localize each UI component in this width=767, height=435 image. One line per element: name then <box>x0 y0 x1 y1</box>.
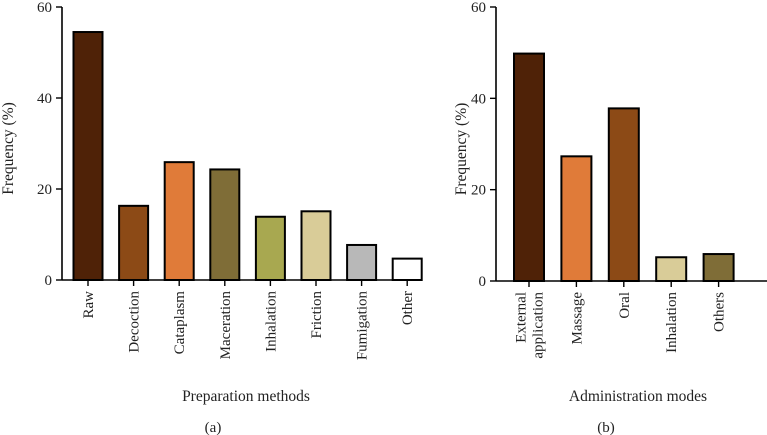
chart-panel-a: 0 20 40 60 Raw Decoction Cataplasm Maceration In… <box>0 0 423 435</box>
x-tick-label: Massage <box>569 292 585 345</box>
bar-cataplasm <box>163 161 195 281</box>
y-tick-label: 20 <box>37 182 52 198</box>
y-tick-label: 0 <box>45 273 53 289</box>
x-tick-label: Fumigation <box>355 291 371 361</box>
y-tick-label: 40 <box>37 91 52 107</box>
x-tick-label: Decoction <box>127 291 143 353</box>
x-tick-label: Others <box>712 292 728 332</box>
bar-massage <box>560 155 593 282</box>
x-tick-label: Inhalation <box>664 292 680 353</box>
x-tick-label-line: Cataplasm <box>172 291 188 355</box>
bar-inhalation <box>655 256 688 282</box>
bar-inhalation <box>254 215 286 282</box>
x-tick-label-line: Others <box>712 292 728 332</box>
y-tick-label: 40 <box>471 91 486 107</box>
y-tick-label: 20 <box>471 183 486 199</box>
bar-other <box>391 257 423 281</box>
x-axis-title: Administration modes <box>569 388 707 405</box>
x-tick-label-line: External <box>514 292 530 343</box>
x-tick-label-line: Massage <box>569 292 585 345</box>
x-tick-label-line: Maceration <box>218 291 234 360</box>
x-tick-label-line: Decoction <box>127 291 143 353</box>
chart-panel-b: 0 20 40 60 External application Massage Oral Inh… <box>453 0 767 435</box>
x-tick-label: Cataplasm <box>172 291 188 355</box>
x-tick-label: External application <box>514 292 547 359</box>
y-tick-label: 60 <box>37 0 52 16</box>
panel-label: (a) <box>205 420 222 435</box>
x-axis-title: Preparation methods <box>182 388 310 405</box>
x-tick-label-line: Oral <box>617 292 633 319</box>
bar-oral <box>607 107 640 282</box>
x-tick-label: Inhalation <box>263 291 279 352</box>
x-tick-label-line: Friction <box>309 291 325 339</box>
x-tick-label: Friction <box>309 291 325 339</box>
x-tick-label-line: Inhalation <box>664 292 680 353</box>
bar-decoction <box>118 204 150 282</box>
y-axis-title: Frequency (%) <box>0 102 17 195</box>
x-tick-label: Maceration <box>218 291 234 360</box>
x-tick-label: Raw <box>81 291 97 319</box>
y-axis-title: Frequency (%) <box>453 103 470 196</box>
x-tick-label: Oral <box>617 292 633 319</box>
x-tick-label-line: application <box>531 292 547 359</box>
x-tick-label: Other <box>400 291 416 325</box>
x-tick-label-line: Inhalation <box>263 291 279 352</box>
x-tick-label-line: Fumigation <box>355 291 371 361</box>
bar-maceration <box>209 168 241 281</box>
bar-fumigation <box>346 243 378 281</box>
bar-external-application <box>513 52 545 282</box>
y-tick-label: 60 <box>471 0 486 16</box>
panel-label: (b) <box>597 420 615 435</box>
bar-friction <box>300 210 332 281</box>
y-tick-label: 0 <box>479 274 487 290</box>
bar-raw <box>72 31 104 282</box>
x-tick-label-line: Raw <box>81 291 97 319</box>
bar-others <box>702 253 735 283</box>
x-tick-label-line: Other <box>400 291 416 325</box>
